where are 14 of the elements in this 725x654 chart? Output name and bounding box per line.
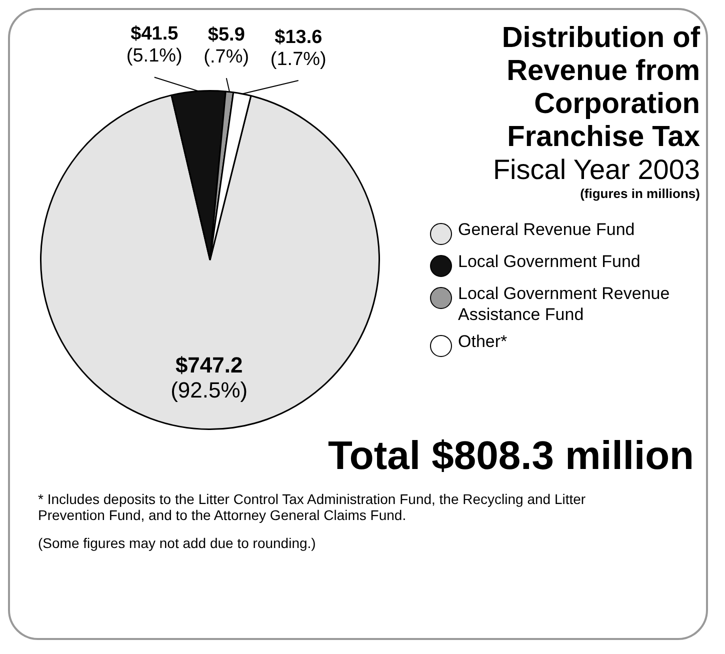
data-label: $41.5 (5.1%) bbox=[126, 23, 182, 66]
data-label: $5.9 (.7%) bbox=[204, 24, 250, 68]
text: (figures in millions) bbox=[579, 186, 700, 201]
text: Total $808.3 million bbox=[326, 434, 695, 479]
legend-label: General Revenue Fund bbox=[458, 219, 635, 240]
legend-label: Local Government Revenue Assistance Fund bbox=[458, 283, 671, 325]
text: (Some figures may not add due to rounding.) bbox=[38, 535, 317, 551]
legend-label: Local Government Fund bbox=[458, 251, 640, 272]
data-label: $13.6 (1.7%) bbox=[270, 26, 326, 70]
data-label: $747.2 (92.5%) bbox=[170, 352, 248, 402]
text: * Includes deposits to the Litter Control Tax Administration Fund, the Recycling and Litter Prevention Fund, and to the Attorney General Claims Fund. bbox=[38, 491, 587, 523]
text: Fiscal Year 2003 bbox=[492, 154, 700, 186]
text: Distribution of Revenue from Corporation Franchise Tax bbox=[500, 22, 700, 154]
legend-label: Other* bbox=[458, 331, 508, 352]
